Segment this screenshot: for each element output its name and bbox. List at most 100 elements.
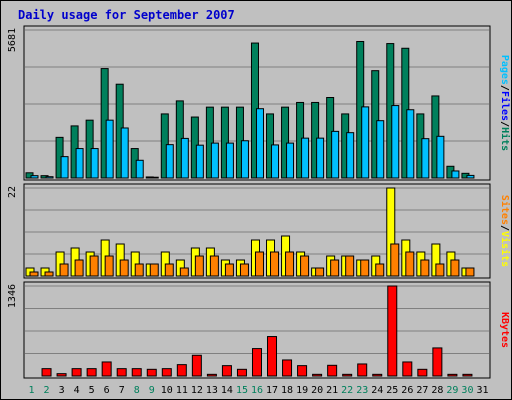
sites-bar: [239, 263, 249, 277]
pages-bar: [135, 159, 144, 179]
sites-bar: [285, 251, 295, 277]
chart-title: Daily usage for September 2007: [18, 8, 235, 22]
day-label: 2: [44, 385, 50, 396]
sites-bar: [345, 255, 355, 277]
day-label: 7: [119, 385, 125, 396]
kbytes-bar: [206, 373, 217, 377]
kbytes-bar: [417, 368, 428, 377]
kbytes-bar: [312, 373, 323, 377]
pages-bar: [165, 144, 174, 179]
sites-bar: [420, 259, 430, 277]
day-label: 3: [59, 385, 65, 396]
day-label: 29: [446, 385, 458, 396]
sites-bar: [59, 263, 69, 277]
panel-kbytes: 1346 KBytes: [7, 281, 510, 379]
day-label: 19: [296, 385, 308, 396]
day-axis-labels: 1 2 3 4 5 6 7 8 9 10 11 12 13 14 15 16 17 18 19 20 21 22 23 24 2…: [29, 385, 489, 396]
hits-bar: [205, 106, 214, 179]
kbytes-bar: [146, 368, 157, 377]
sites-bar: [224, 263, 234, 277]
y-max-label-visits-sites: 22: [7, 186, 18, 198]
kbytes-bar: [251, 348, 262, 377]
pages-bar: [255, 108, 264, 179]
hits-bar: [220, 106, 229, 179]
legend-entry-pages: Pages: [499, 55, 510, 85]
pages-bar: [421, 138, 430, 179]
pages-bar: [240, 140, 249, 179]
sites-bar: [194, 255, 204, 277]
pages-bar: [45, 176, 54, 179]
pages-bar: [331, 130, 340, 179]
day-label: 6: [104, 385, 110, 396]
kbytes-bar: [191, 354, 202, 377]
sites-bar: [300, 255, 310, 277]
legend-visits-sites: Sites/Visits: [499, 195, 511, 267]
day-label: 4: [74, 385, 80, 396]
pages-bar: [195, 144, 204, 179]
pages-bar: [271, 144, 280, 179]
kbytes-bar: [236, 368, 247, 377]
legend-entry-sites: Sites: [499, 195, 511, 225]
kbytes-bar: [161, 368, 172, 377]
hits-bar: [281, 106, 290, 179]
sites-bar: [405, 251, 415, 277]
sites-bar: [89, 255, 99, 277]
sites-bar: [465, 267, 475, 277]
kbytes-bar: [297, 365, 308, 377]
pages-bar: [391, 105, 400, 179]
pages-bar: [225, 142, 234, 179]
day-label: 14: [221, 385, 233, 396]
legend-separator: /: [499, 225, 510, 231]
day-label: 27: [416, 385, 428, 396]
day-label: 30: [461, 385, 473, 396]
sites-bar: [270, 251, 280, 277]
pages-bar: [361, 106, 370, 179]
panel-visits-sites: 22 Sites/Visits: [7, 183, 511, 279]
day-label: 16: [251, 385, 263, 396]
legend-entry-files: Files: [499, 91, 511, 121]
sites-bar: [29, 271, 39, 277]
day-label: 20: [311, 385, 323, 396]
kbytes-bar: [116, 368, 127, 377]
pages-bar: [105, 119, 114, 179]
day-label: 11: [176, 385, 188, 396]
day-label: 15: [236, 385, 248, 396]
kbytes-bar: [101, 361, 112, 377]
kbytes-bar: [327, 364, 338, 377]
legend-entry-hits: Hits: [499, 127, 511, 151]
sites-bar: [104, 255, 114, 277]
kbytes-bar: [372, 373, 383, 377]
legend-kbytes: KBytes: [499, 312, 510, 348]
kbytes-bar: [357, 363, 368, 377]
kbytes-bar: [221, 365, 232, 377]
sites-bar: [209, 255, 219, 277]
pages-bar: [346, 132, 355, 179]
kbytes-bar: [86, 368, 97, 377]
sites-bar: [254, 251, 264, 277]
day-label: 31: [476, 385, 488, 396]
sites-bar: [330, 259, 340, 277]
kbytes-bar: [41, 368, 52, 377]
day-label: 23: [356, 385, 368, 396]
pages-bar: [301, 137, 310, 179]
pages-bar: [90, 148, 99, 179]
kbytes-bar: [462, 373, 473, 377]
day-label: 12: [191, 385, 203, 396]
day-label: 13: [206, 385, 218, 396]
kbytes-bar: [56, 373, 67, 377]
pages-bar: [210, 142, 219, 179]
pages-bar: [406, 109, 415, 179]
kbytes-bar: [176, 364, 187, 377]
y-max-label-hits-files-pages: 5681: [7, 28, 18, 52]
kbytes-bar: [71, 368, 82, 377]
sites-bar: [450, 259, 460, 277]
sites-bar: [149, 263, 159, 277]
pages-bar: [75, 148, 84, 179]
pages-bar: [316, 137, 325, 179]
pages-bar: [180, 137, 189, 179]
sites-bar: [179, 267, 189, 277]
sites-bar: [360, 259, 370, 277]
